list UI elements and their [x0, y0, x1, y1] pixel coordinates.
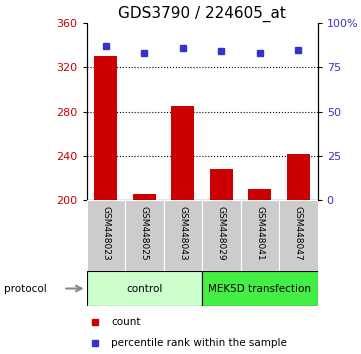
- Text: GSM448025: GSM448025: [140, 206, 149, 260]
- Bar: [210, 169, 233, 200]
- Bar: [241, 200, 279, 271]
- Text: control: control: [126, 284, 162, 293]
- Title: GDS3790 / 224605_at: GDS3790 / 224605_at: [118, 5, 286, 22]
- Bar: [164, 200, 202, 271]
- Bar: [287, 154, 310, 200]
- Text: percentile rank within the sample: percentile rank within the sample: [111, 338, 287, 348]
- Bar: [133, 194, 156, 200]
- Text: GSM448043: GSM448043: [178, 206, 187, 260]
- Bar: [248, 189, 271, 200]
- Text: protocol: protocol: [4, 284, 46, 294]
- Text: count: count: [111, 317, 141, 327]
- Bar: [202, 200, 241, 271]
- Bar: [202, 271, 318, 306]
- Text: GSM448029: GSM448029: [217, 206, 226, 260]
- Bar: [87, 200, 125, 271]
- Bar: [171, 106, 195, 200]
- Bar: [125, 200, 164, 271]
- Text: MEK5D transfection: MEK5D transfection: [208, 284, 312, 293]
- Text: GSM448041: GSM448041: [256, 206, 264, 260]
- Text: GSM448023: GSM448023: [101, 206, 110, 260]
- Bar: [279, 200, 318, 271]
- Text: GSM448047: GSM448047: [294, 206, 303, 260]
- Bar: [94, 56, 117, 200]
- Bar: [87, 271, 202, 306]
